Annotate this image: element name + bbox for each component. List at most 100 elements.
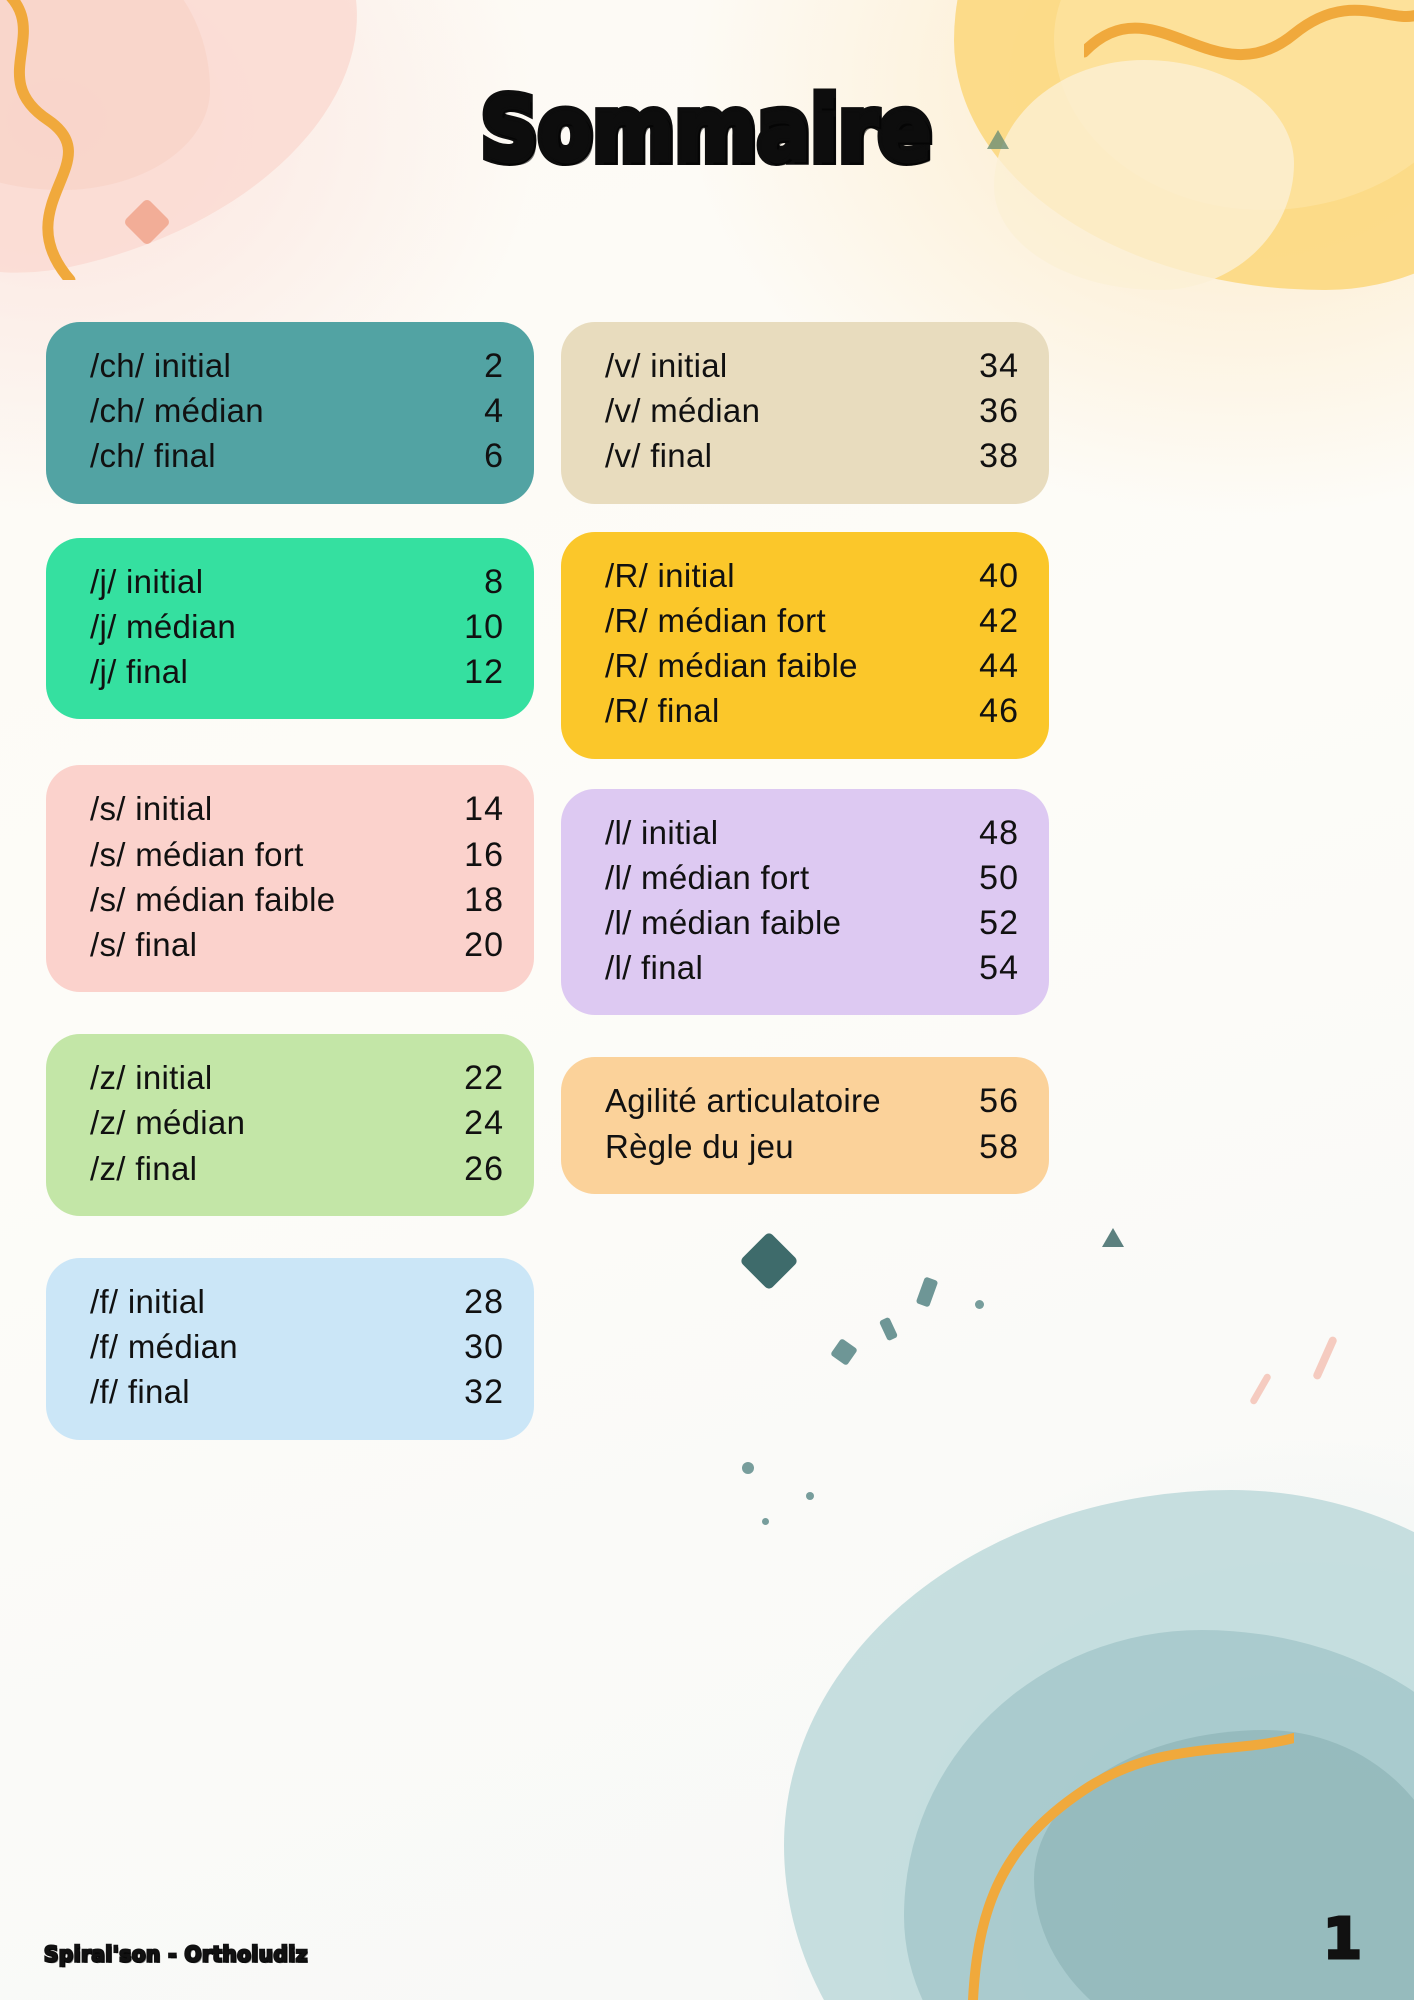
toc-entry[interactable]: /v/ initial 34	[605, 344, 1019, 389]
summary-column-2: /v/ initial 34/v/ médian 36/v/ final 38/R/ …	[561, 322, 1049, 1194]
toc-entry[interactable]: /v/ médian 36	[605, 389, 1019, 434]
toc-entry[interactable]: /l/ initial 48	[605, 811, 1019, 856]
toc-entry[interactable]: /R/ médian fort 42	[605, 599, 1019, 644]
toc-entry-label: /f/ médian	[90, 1328, 238, 1366]
card-j[interactable]: /j/ initial 8/j/ médian 10/j/ final 12	[46, 537, 534, 720]
card-v[interactable]: /v/ initial 34/v/ médian 36/v/ final 38	[561, 322, 1049, 504]
toc-entry-page: 32	[464, 1373, 504, 1412]
decorative-dot-4	[762, 1518, 769, 1525]
toc-entry-label: /v/ médian	[605, 392, 761, 430]
toc-entry-page: 18	[464, 880, 504, 919]
toc-entry-page: 26	[464, 1149, 504, 1188]
toc-entry-label: /R/ initial	[605, 556, 735, 594]
decorative-dot-3	[806, 1492, 814, 1500]
toc-entry-label: /v/ final	[605, 437, 713, 475]
card-f[interactable]: /f/ initial 28/f/ médian 30/f/ final 32	[46, 1257, 534, 1440]
decorative-streak-1	[1311, 1335, 1339, 1381]
toc-entry[interactable]: /j/ initial 8	[90, 560, 504, 605]
toc-entry-page: 36	[979, 392, 1019, 431]
toc-entry-page: 56	[979, 1082, 1019, 1121]
toc-entry-label: /s/ médian faible	[90, 880, 336, 918]
card-s[interactable]: /s/ initial 14/s/ médian fort 16/s/ médian…	[46, 765, 534, 993]
toc-entry-page: 50	[979, 858, 1019, 897]
toc-entry-label: /j/ médian	[90, 607, 237, 645]
toc-entry-label: /z/ final	[90, 1149, 198, 1187]
page-title-container: Sommaire	[0, 76, 1414, 187]
toc-entry[interactable]: /l/ médian fort 50	[605, 856, 1019, 901]
toc-entry[interactable]: /ch/ final 6	[90, 434, 504, 479]
toc-entry-page: 14	[464, 790, 504, 829]
toc-entry[interactable]: /s/ initial 14	[90, 787, 504, 832]
toc-entry-label: /l/ médian fort	[605, 858, 810, 896]
card-z[interactable]: /z/ initial 22/z/ médian 24/z/ final 26	[46, 1034, 534, 1216]
toc-entry[interactable]: /l/ final 54	[605, 946, 1019, 991]
toc-entry[interactable]: /l/ médian faible 52	[605, 901, 1019, 946]
toc-entry-label: /j/ final	[90, 653, 189, 691]
toc-entry-page: 8	[484, 562, 504, 601]
toc-entry-page: 46	[979, 692, 1019, 731]
page-number: 1	[1322, 1906, 1364, 1974]
card-ch[interactable]: /ch/ initial 2/ch/ médian 4/ch/ final 6	[46, 322, 534, 504]
toc-entry-label: /s/ médian fort	[90, 835, 304, 873]
toc-entry-label: /ch/ final	[90, 437, 216, 475]
toc-entry[interactable]: /j/ final 12	[90, 650, 504, 695]
toc-entry-page: 12	[464, 653, 504, 692]
toc-entry[interactable]: /ch/ médian 4	[90, 389, 504, 434]
toc-entry[interactable]: /f/ initial 28	[90, 1280, 504, 1325]
toc-entry-page: 54	[979, 949, 1019, 988]
toc-entry[interactable]: /ch/ initial 2	[90, 344, 504, 389]
toc-entry-label: /z/ médian	[90, 1104, 246, 1142]
toc-entry-page: 16	[464, 835, 504, 874]
toc-entry[interactable]: /s/ médian faible 18	[90, 878, 504, 923]
toc-entry-label: Règle du jeu	[605, 1127, 794, 1165]
toc-entry[interactable]: /f/ médian 30	[90, 1325, 504, 1370]
toc-entry[interactable]: /z/ initial 22	[90, 1056, 504, 1101]
toc-entry-page: 52	[979, 903, 1019, 942]
toc-entry[interactable]: Agilité articulatoire 56	[605, 1079, 1019, 1124]
toc-entry-label: /R/ médian faible	[605, 647, 858, 685]
toc-entry[interactable]: /R/ final 46	[605, 689, 1019, 734]
toc-entry-page: 44	[979, 647, 1019, 686]
toc-entry[interactable]: /z/ final 26	[90, 1147, 504, 1192]
toc-entry[interactable]: /f/ final 32	[90, 1370, 504, 1415]
card-r[interactable]: /R/ initial 40/R/ médian fort 42/R/ médian…	[561, 531, 1049, 759]
toc-entry-label: /l/ initial	[605, 813, 719, 851]
toc-entry[interactable]: /v/ final 38	[605, 434, 1019, 479]
decorative-squiggle-bottom-right	[967, 1733, 1294, 2000]
decorative-dot-2	[742, 1462, 754, 1474]
toc-entry-page: 20	[464, 925, 504, 964]
toc-entry-label: /R/ final	[605, 692, 720, 730]
toc-entry-label: /s/ final	[90, 925, 198, 963]
toc-entry[interactable]: /z/ médian 24	[90, 1101, 504, 1146]
toc-entry-label: /R/ médian fort	[605, 601, 826, 639]
card-extra[interactable]: Agilité articulatoire 56 Règle du jeu 58	[561, 1057, 1049, 1194]
toc-entry[interactable]: /j/ médian 10	[90, 605, 504, 650]
toc-entry-label: /ch/ initial	[90, 347, 232, 384]
toc-entry[interactable]: /R/ médian faible 44	[605, 644, 1019, 689]
summary-columns: /ch/ initial 2/ch/ médian 4/ch/ final 6/j/ …	[46, 322, 1049, 1440]
toc-entry-label: /f/ final	[90, 1373, 190, 1411]
toc-entry-page: 28	[464, 1282, 504, 1321]
toc-entry[interactable]: Règle du jeu 58	[605, 1125, 1019, 1170]
decorative-triangle-2	[1102, 1228, 1124, 1247]
toc-entry[interactable]: /R/ initial 40	[605, 554, 1019, 599]
toc-entry-label: /z/ initial	[90, 1059, 213, 1097]
toc-entry[interactable]: /s/ médian fort 16	[90, 833, 504, 878]
toc-entry-page: 24	[464, 1104, 504, 1143]
summary-column-1: /ch/ initial 2/ch/ médian 4/ch/ final 6/j/ …	[46, 322, 534, 1440]
brand-footer: Spiral'son - Ortholudiz	[43, 1940, 309, 1968]
toc-entry-label: /v/ initial	[605, 347, 728, 384]
decorative-diamond-pink	[122, 197, 172, 247]
toc-entry-page: 2	[484, 347, 504, 385]
card-l[interactable]: /l/ initial 48/l/ médian fort 50/l/ médian…	[561, 788, 1049, 1016]
toc-entry-label: /j/ initial	[90, 562, 204, 600]
toc-entry[interactable]: /s/ final 20	[90, 923, 504, 968]
toc-entry-page: 10	[464, 607, 504, 646]
toc-entry-label: Agilité articulatoire	[605, 1082, 881, 1120]
toc-entry-label: /l/ médian faible	[605, 903, 842, 941]
toc-entry-page: 42	[979, 601, 1019, 640]
decorative-streak-2	[1248, 1372, 1273, 1406]
toc-entry-page: 40	[979, 556, 1019, 595]
toc-entry-page: 34	[979, 347, 1019, 385]
